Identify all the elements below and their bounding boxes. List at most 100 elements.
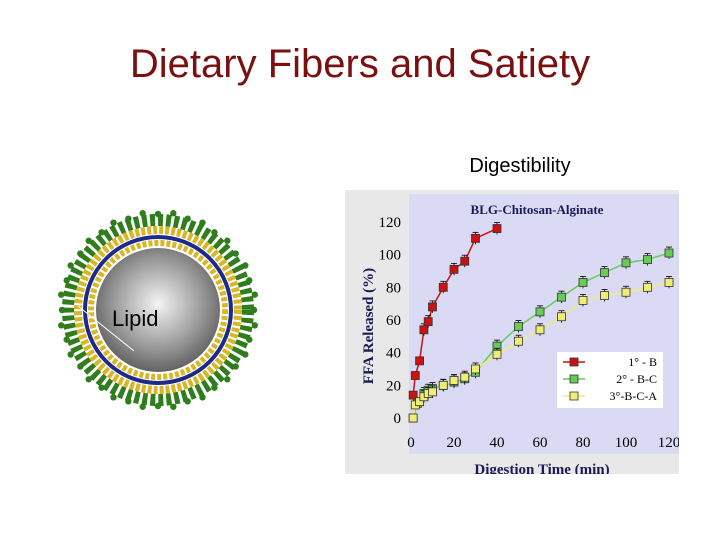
legend-marker — [569, 391, 579, 401]
x-tick-label: 0 — [407, 435, 415, 451]
headgroup-dot — [250, 306, 258, 314]
headgroup-dot — [246, 277, 253, 284]
data-point — [449, 376, 459, 385]
data-point — [514, 336, 523, 346]
headgroup-dot — [63, 336, 70, 343]
lipid-label: Lipid — [112, 306, 158, 331]
x-tick-label: 100 — [615, 435, 638, 451]
headgroup-dot — [154, 210, 162, 218]
legend-marker — [569, 357, 579, 367]
x-tick-label: 120 — [658, 435, 679, 451]
data-point — [643, 282, 652, 292]
headgroup-dot — [67, 262, 74, 269]
headgroup-dot — [139, 210, 146, 217]
headgroup-dot — [170, 403, 177, 410]
data-point — [460, 372, 470, 382]
y-tick-label: 20 — [386, 378, 401, 394]
data-point — [514, 322, 523, 331]
headgroup-dot — [242, 351, 249, 358]
headgroup-dot — [232, 363, 239, 370]
headgroup-dot — [246, 336, 253, 343]
data-point — [664, 248, 674, 258]
headgroup-dot — [251, 291, 258, 298]
data-point — [557, 292, 566, 302]
outer-ring — [62, 214, 254, 406]
data-point — [449, 264, 459, 274]
lipid-pointer-line — [77, 305, 135, 352]
data-point — [600, 291, 609, 300]
x-tick-label: 20 — [447, 435, 462, 451]
headgroup-dot — [98, 229, 105, 236]
data-point — [428, 302, 437, 312]
data-point — [438, 282, 448, 292]
x-axis-label: Digestion Time (min) — [474, 462, 609, 474]
headgroup-dot — [98, 384, 105, 391]
headgroup-dot — [199, 394, 206, 401]
legend: 1° - B 2° - B-C 3°-B-C-A — [557, 352, 663, 408]
lipid-core — [96, 248, 220, 372]
y-tick-label: 120 — [379, 215, 402, 231]
headgroup-dot — [224, 237, 231, 244]
series-layer — [408, 222, 674, 423]
data-point — [621, 287, 631, 297]
headgroup-dot — [125, 398, 132, 405]
legend-entry: 2° - B-C — [616, 372, 657, 386]
data-point — [492, 349, 502, 359]
headgroup-dot — [232, 250, 239, 257]
x-tick-label: 40 — [490, 435, 505, 451]
headgroup-dot — [58, 306, 66, 314]
headgroup-dot — [125, 215, 132, 222]
y-tick-label: 0 — [394, 411, 402, 427]
data-point — [410, 371, 420, 380]
headgroup-dot — [184, 215, 191, 222]
data-point — [471, 364, 480, 374]
core-ring — [88, 240, 228, 380]
x-tick-label: 60 — [533, 435, 548, 451]
headgroup-dot — [58, 291, 65, 298]
inner-ring — [83, 235, 233, 385]
headgroup-dot — [251, 322, 258, 329]
data-point — [460, 256, 470, 266]
data-point — [600, 268, 609, 278]
y-tick-label: 80 — [386, 280, 401, 296]
data-point — [578, 296, 588, 305]
data-point — [535, 307, 545, 317]
ffa-release-chart: BLG-Chitosan-Alginate Digestion Time (mi… — [345, 190, 679, 474]
y-axis-label: FFA Released (%) — [361, 268, 377, 384]
axes: 0 20 40 60 80 100 120 0 20 40 60 80 100 120 — [379, 215, 680, 451]
data-point — [428, 387, 437, 397]
data-point — [471, 233, 480, 243]
chart-subtitle: Digestibility — [469, 155, 571, 177]
headgroup-dot — [184, 398, 191, 405]
headgroup-dot — [170, 210, 177, 217]
data-point — [557, 312, 566, 322]
headgroup-dot — [77, 250, 84, 257]
data-point — [423, 317, 433, 327]
data-point — [535, 325, 545, 335]
headgroup-dot — [77, 363, 84, 370]
y-tick-label: 40 — [386, 346, 401, 362]
plot-area — [409, 194, 679, 454]
micelle-shell — [58, 210, 258, 410]
headgroup-dot — [63, 277, 70, 284]
data-point — [438, 380, 448, 390]
headgroup-dot — [242, 262, 249, 269]
legend-entry: 3°-B-C-A — [610, 389, 658, 403]
headgroup-dot — [85, 376, 92, 383]
data-point — [664, 278, 674, 287]
data-point — [415, 356, 424, 366]
middle-ring — [74, 226, 242, 394]
slide-title: Dietary Fibers and Satiety — [129, 42, 591, 86]
headgroup-dot — [110, 219, 117, 226]
data-point — [419, 325, 429, 335]
legend-marker — [569, 374, 579, 384]
headgroup-dot — [67, 351, 74, 358]
data-point — [621, 258, 631, 268]
data-point — [643, 255, 652, 264]
data-point — [408, 413, 418, 423]
data-point — [492, 224, 502, 233]
y-tick-label: 100 — [379, 248, 402, 264]
headgroup-dot — [58, 322, 65, 329]
headgroup-dot — [110, 394, 117, 401]
lipid-micelle-diagram: Lipid — [58, 210, 258, 410]
